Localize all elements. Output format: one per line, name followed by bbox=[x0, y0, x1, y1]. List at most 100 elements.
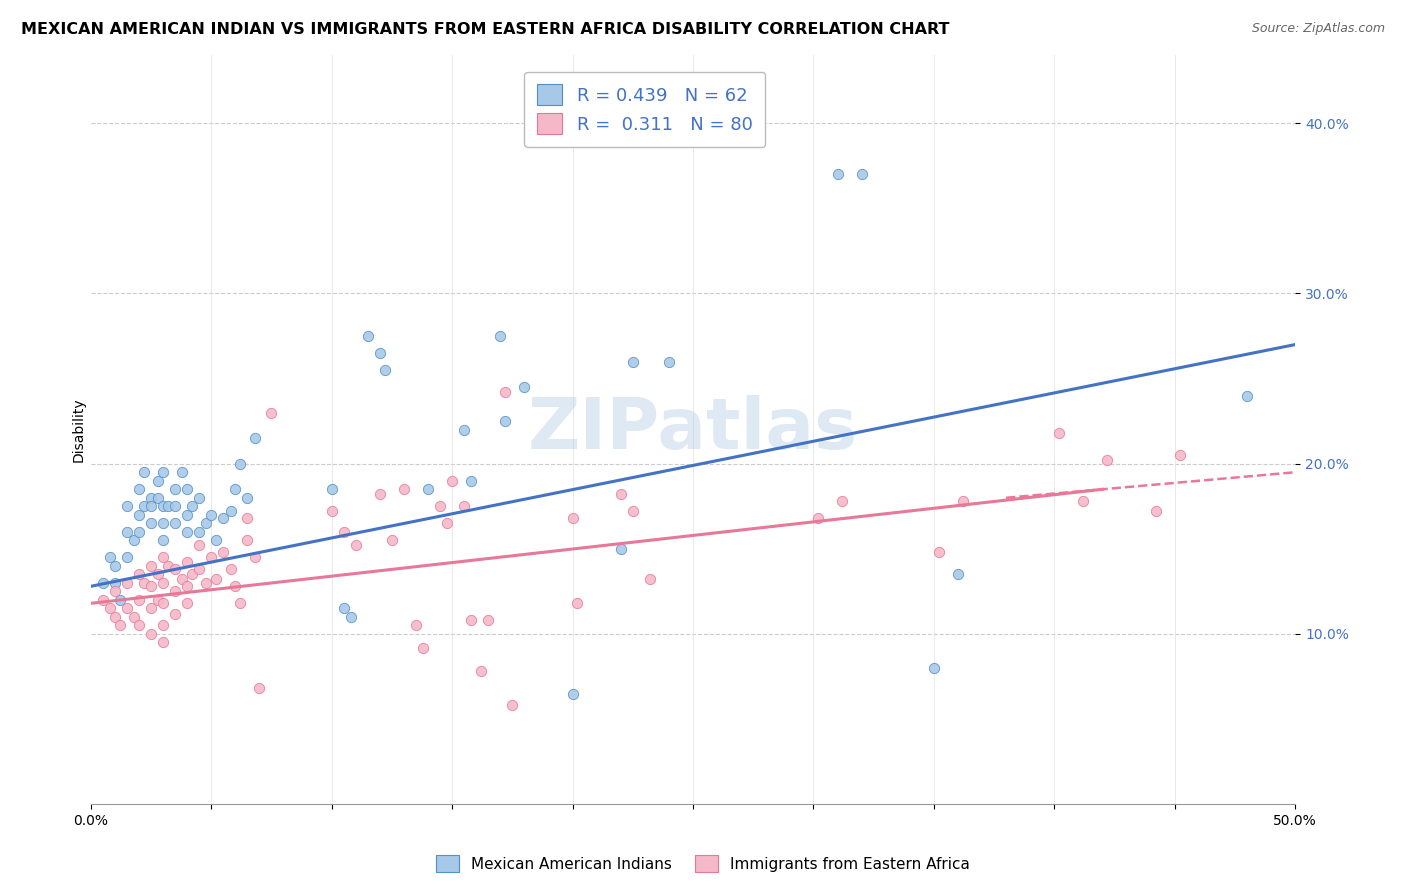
Point bbox=[489, 329, 512, 343]
Point bbox=[952, 494, 974, 508]
Point bbox=[165, 562, 187, 576]
Point bbox=[108, 593, 131, 607]
Point bbox=[946, 567, 969, 582]
Point bbox=[139, 500, 162, 514]
Point bbox=[152, 575, 174, 590]
Point bbox=[128, 567, 150, 582]
Point bbox=[436, 516, 458, 531]
Point bbox=[200, 550, 222, 565]
Point bbox=[501, 698, 523, 713]
Point bbox=[381, 533, 404, 548]
Point bbox=[638, 573, 661, 587]
Point bbox=[1236, 389, 1258, 403]
Point bbox=[1168, 448, 1191, 462]
Point bbox=[212, 545, 235, 559]
Point bbox=[165, 500, 187, 514]
Point bbox=[1071, 494, 1094, 508]
Point bbox=[176, 524, 198, 539]
Point bbox=[224, 579, 246, 593]
Point bbox=[104, 575, 127, 590]
Point bbox=[148, 567, 170, 582]
Point bbox=[827, 167, 849, 181]
Point bbox=[152, 533, 174, 548]
Point bbox=[188, 524, 211, 539]
Y-axis label: Disability: Disability bbox=[72, 397, 86, 462]
Point bbox=[374, 363, 396, 377]
Point bbox=[609, 541, 631, 556]
Point bbox=[115, 575, 138, 590]
Point bbox=[332, 524, 354, 539]
Point bbox=[513, 380, 536, 394]
Point bbox=[219, 562, 242, 576]
Point bbox=[236, 511, 259, 525]
Point bbox=[470, 665, 492, 679]
Point bbox=[132, 465, 155, 479]
Point bbox=[188, 562, 211, 576]
Point bbox=[115, 500, 138, 514]
Point bbox=[115, 601, 138, 615]
Point bbox=[165, 584, 187, 599]
Point bbox=[609, 487, 631, 501]
Point bbox=[260, 406, 283, 420]
Point bbox=[104, 584, 127, 599]
Point bbox=[453, 500, 475, 514]
Point bbox=[368, 346, 391, 360]
Point bbox=[229, 457, 252, 471]
Point bbox=[91, 575, 114, 590]
Point bbox=[98, 550, 121, 565]
Point bbox=[429, 500, 451, 514]
Point bbox=[139, 516, 162, 531]
Point bbox=[181, 567, 204, 582]
Point bbox=[229, 596, 252, 610]
Text: MEXICAN AMERICAN INDIAN VS IMMIGRANTS FROM EASTERN AFRICA DISABILITY CORRELATION: MEXICAN AMERICAN INDIAN VS IMMIGRANTS FR… bbox=[21, 22, 949, 37]
Point bbox=[139, 491, 162, 505]
Point bbox=[128, 508, 150, 522]
Point bbox=[928, 545, 950, 559]
Point bbox=[405, 618, 427, 632]
Point bbox=[357, 329, 380, 343]
Legend: Mexican American Indians, Immigrants from Eastern Africa: Mexican American Indians, Immigrants fro… bbox=[429, 847, 977, 880]
Point bbox=[156, 558, 179, 573]
Point bbox=[922, 661, 945, 675]
Point bbox=[219, 504, 242, 518]
Point bbox=[200, 508, 222, 522]
Point bbox=[128, 483, 150, 497]
Point bbox=[176, 508, 198, 522]
Point bbox=[807, 511, 830, 525]
Point bbox=[195, 516, 218, 531]
Point bbox=[321, 504, 343, 518]
Point bbox=[243, 550, 266, 565]
Point bbox=[91, 593, 114, 607]
Point bbox=[148, 491, 170, 505]
Point bbox=[139, 558, 162, 573]
Point bbox=[212, 511, 235, 525]
Point bbox=[195, 575, 218, 590]
Point bbox=[236, 491, 259, 505]
Point bbox=[176, 596, 198, 610]
Point bbox=[148, 474, 170, 488]
Point bbox=[494, 385, 516, 400]
Point bbox=[104, 610, 127, 624]
Point bbox=[441, 474, 464, 488]
Point bbox=[1144, 504, 1167, 518]
Point bbox=[152, 465, 174, 479]
Point bbox=[152, 618, 174, 632]
Text: ZIPatlas: ZIPatlas bbox=[527, 395, 858, 464]
Point bbox=[152, 516, 174, 531]
Point bbox=[332, 601, 354, 615]
Point bbox=[477, 613, 499, 627]
Point bbox=[188, 538, 211, 552]
Point bbox=[115, 524, 138, 539]
Point bbox=[561, 687, 583, 701]
Point bbox=[243, 431, 266, 445]
Point bbox=[128, 593, 150, 607]
Point bbox=[321, 483, 343, 497]
Point bbox=[176, 579, 198, 593]
Point bbox=[205, 573, 228, 587]
Point bbox=[128, 618, 150, 632]
Point bbox=[188, 491, 211, 505]
Point bbox=[494, 414, 516, 428]
Point bbox=[567, 596, 589, 610]
Point bbox=[368, 487, 391, 501]
Point bbox=[851, 167, 873, 181]
